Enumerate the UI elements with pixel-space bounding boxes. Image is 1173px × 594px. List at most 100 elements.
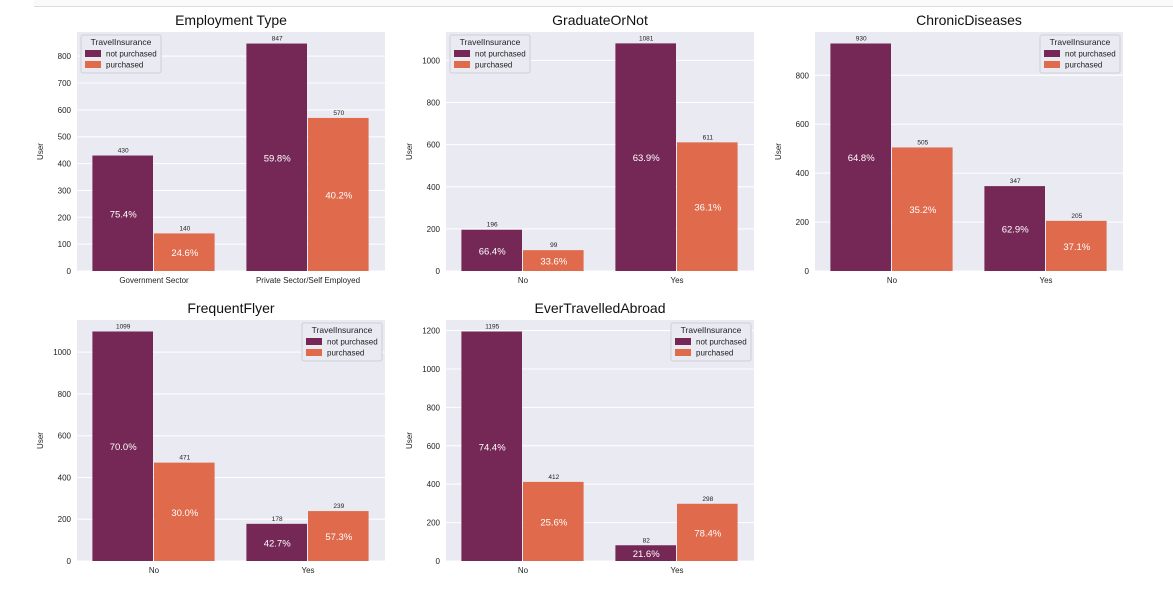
y-tick-label: 600 bbox=[427, 442, 441, 451]
bar-percent-label: 33.6% bbox=[540, 257, 567, 268]
y-tick-label: 800 bbox=[58, 390, 72, 399]
y-tick-label: 700 bbox=[58, 79, 72, 88]
legend-label: not purchased bbox=[327, 338, 378, 347]
y-tick-label: 0 bbox=[436, 557, 441, 566]
legend: TravelInsurance not purchased purchased bbox=[301, 322, 383, 362]
y-tick-label: 800 bbox=[427, 99, 441, 108]
bar-percent-label: 37.1% bbox=[1063, 242, 1090, 253]
x-tick-label: Yes bbox=[670, 566, 683, 575]
bar-percent-label: 74.4% bbox=[479, 442, 506, 453]
bar bbox=[677, 142, 738, 271]
y-tick-label: 800 bbox=[796, 71, 810, 80]
y-tick-label: 200 bbox=[796, 218, 810, 227]
bar-percent-label: 57.3% bbox=[325, 532, 352, 543]
chart-panel-3: 0 200 400 600 800 1000 FrequentFlyer User No 1099… bbox=[36, 300, 385, 575]
y-tick-label: 200 bbox=[427, 519, 441, 528]
bar-value-label: 847 bbox=[272, 36, 283, 43]
bar bbox=[984, 186, 1045, 271]
bar-percent-label: 36.1% bbox=[694, 203, 721, 214]
bar bbox=[677, 503, 738, 561]
bar bbox=[615, 545, 676, 561]
bar bbox=[892, 147, 953, 271]
chart-panel-0: 0 100 200 300 400 500 600 700 800 Employment Type… bbox=[36, 12, 385, 285]
legend-title: TravelInsurance bbox=[312, 325, 373, 335]
bar bbox=[1046, 220, 1107, 271]
y-tick-label: 600 bbox=[58, 106, 72, 115]
legend-label: purchased bbox=[696, 349, 733, 358]
x-tick-label: No bbox=[887, 276, 898, 285]
bar-percent-label: 62.9% bbox=[1002, 225, 1029, 236]
y-tick-label: 800 bbox=[427, 403, 441, 412]
chart-title: FrequentFlyer bbox=[187, 300, 274, 316]
bar-value-label: 99 bbox=[550, 242, 558, 249]
bar bbox=[92, 331, 153, 561]
legend: TravelInsurance not purchased purchased bbox=[80, 34, 162, 74]
y-tick-label: 0 bbox=[436, 267, 441, 276]
legend-title: TravelInsurance bbox=[681, 325, 742, 335]
bar-percent-label: 75.4% bbox=[110, 209, 137, 220]
y-tick-label: 400 bbox=[427, 183, 441, 192]
bar-value-label: 930 bbox=[856, 35, 867, 42]
bar-percent-label: 40.2% bbox=[325, 190, 352, 201]
bar-value-label: 505 bbox=[917, 139, 928, 146]
bar-value-label: 239 bbox=[333, 503, 344, 510]
bar-value-label: 82 bbox=[643, 537, 651, 544]
bar bbox=[246, 43, 307, 271]
legend-label: not purchased bbox=[696, 338, 747, 347]
chart-panel-1: 0 200 400 600 800 1000 GraduateOrNot User No 196 6… bbox=[405, 12, 754, 285]
y-axis-label: User bbox=[405, 143, 414, 160]
y-tick-label: 200 bbox=[427, 225, 441, 234]
legend-swatch bbox=[306, 338, 322, 345]
y-tick-label: 400 bbox=[796, 169, 810, 178]
bar-value-label: 140 bbox=[179, 225, 190, 232]
bar bbox=[92, 155, 153, 271]
y-axis-label: User bbox=[36, 432, 45, 449]
y-tick-label: 0 bbox=[67, 557, 72, 566]
bar-value-label: 347 bbox=[1010, 178, 1021, 185]
y-tick-label: 600 bbox=[796, 120, 810, 129]
bar-percent-label: 64.8% bbox=[848, 153, 875, 164]
bar-value-label: 298 bbox=[702, 496, 713, 503]
y-tick-label: 200 bbox=[58, 213, 72, 222]
bar-percent-label: 66.4% bbox=[479, 246, 506, 257]
legend-swatch bbox=[1044, 61, 1060, 68]
bar-percent-label: 70.0% bbox=[110, 442, 137, 453]
bar bbox=[615, 43, 676, 271]
bar bbox=[154, 233, 215, 271]
y-tick-label: 800 bbox=[58, 52, 72, 61]
chart-title: EverTravelledAbroad bbox=[535, 300, 666, 316]
legend-swatch bbox=[454, 50, 470, 57]
legend-swatch bbox=[85, 61, 101, 68]
legend-label: not purchased bbox=[106, 50, 157, 59]
chart-panel-2: 0 200 400 600 800 ChronicDiseases User No 930 64.… bbox=[774, 12, 1123, 285]
x-tick-label: Yes bbox=[1039, 276, 1052, 285]
bar-percent-label: 59.8% bbox=[264, 153, 291, 164]
y-tick-label: 1000 bbox=[422, 56, 440, 65]
legend-swatch bbox=[454, 61, 470, 68]
y-tick-label: 1000 bbox=[53, 348, 71, 357]
legend-swatch bbox=[85, 50, 101, 57]
chart-panel-4: 0 200 400 600 800 1000 1200 EverTravelledAbroad… bbox=[405, 300, 754, 575]
bar bbox=[523, 481, 584, 561]
bar bbox=[308, 117, 369, 271]
bar-value-label: 611 bbox=[703, 134, 714, 141]
bar-value-label: 570 bbox=[333, 110, 344, 117]
x-tick-label: Yes bbox=[670, 276, 683, 285]
y-tick-label: 200 bbox=[58, 515, 72, 524]
bar-percent-label: 63.9% bbox=[633, 153, 660, 164]
bar-percent-label: 42.7% bbox=[264, 538, 291, 549]
bar-percent-label: 30.0% bbox=[171, 508, 198, 519]
bar-value-label: 205 bbox=[1071, 213, 1082, 220]
bar bbox=[246, 523, 307, 561]
bar bbox=[461, 331, 522, 561]
bar-percent-label: 21.6% bbox=[633, 549, 660, 560]
x-tick-label: No bbox=[518, 566, 529, 575]
legend-swatch bbox=[1044, 50, 1060, 57]
bar-percent-label: 78.4% bbox=[694, 528, 721, 539]
y-tick-label: 0 bbox=[67, 267, 72, 276]
y-axis-label: User bbox=[774, 143, 783, 160]
y-tick-label: 600 bbox=[427, 141, 441, 150]
y-tick-label: 300 bbox=[58, 186, 72, 195]
legend-label: purchased bbox=[475, 61, 512, 70]
